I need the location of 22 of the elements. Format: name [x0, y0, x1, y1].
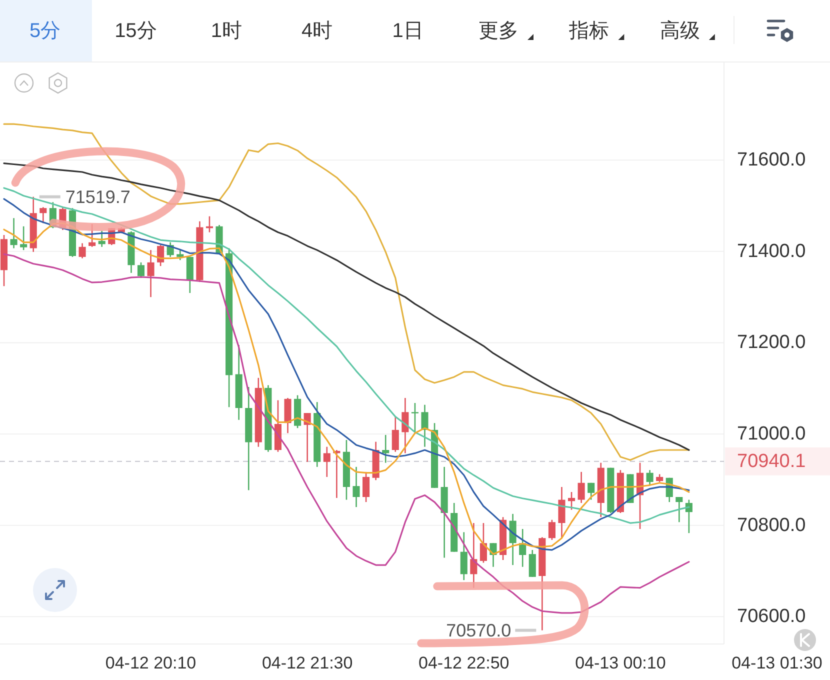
x-tick-label: 04-13 00:10: [575, 654, 666, 672]
text: 15分: [114, 20, 157, 42]
annotation: 70570.0: [446, 620, 512, 640]
y-tick-label: 71000.0: [737, 424, 806, 445]
annotation: 71519.7: [65, 186, 130, 207]
ref-line-label: 70940.1: [737, 450, 806, 472]
y-tick-label: 71600.0: [737, 150, 806, 171]
y-tick-label: 70600.0: [737, 606, 806, 628]
text: 1日: [392, 20, 424, 42]
y-tick-label: 71400.0: [737, 240, 806, 262]
text: 高级: [660, 19, 700, 42]
x-tick-label: 04-12 21:30: [262, 654, 353, 672]
text: 指标: [568, 20, 610, 42]
x-tick-label: 04-12 22:50: [418, 654, 510, 672]
x-tick-label: 04-13 01:30: [732, 654, 822, 672]
x-tick-label: 04-12 20:10: [105, 654, 196, 672]
text: 5分: [29, 20, 61, 42]
text: 更多: [478, 20, 518, 42]
text: 4时: [302, 20, 333, 42]
text: 1时: [210, 20, 242, 42]
y-tick-label: 71200.0: [737, 332, 806, 354]
y-tick-label: 70800.0: [737, 514, 806, 536]
